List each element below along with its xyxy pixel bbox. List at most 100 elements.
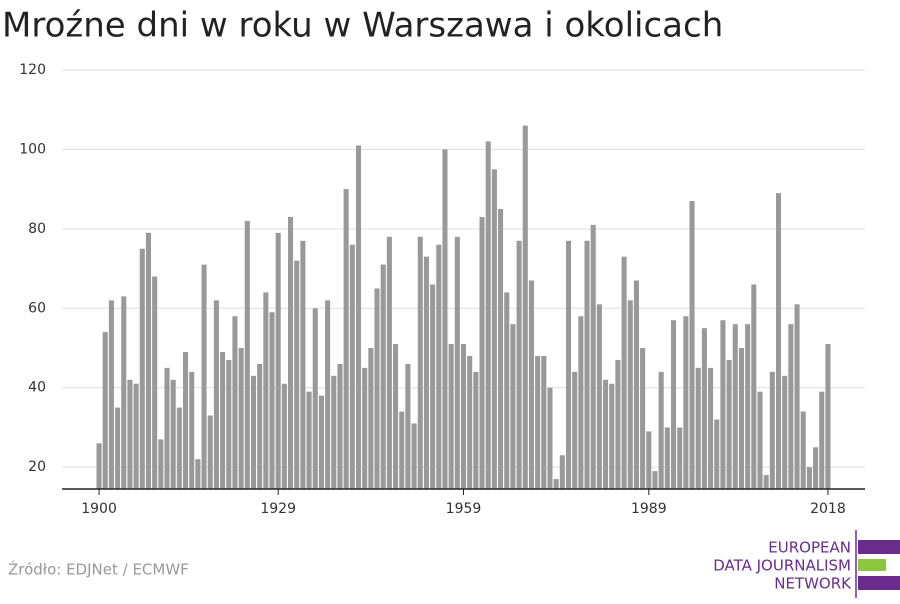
bar [380, 264, 386, 489]
bar [565, 240, 572, 489]
bar [121, 296, 127, 489]
bar [806, 467, 812, 489]
bar [386, 236, 392, 489]
bar [479, 216, 485, 489]
bar [596, 304, 602, 489]
bar [498, 209, 504, 489]
bar [102, 332, 108, 489]
bar [547, 387, 553, 489]
bar [813, 447, 819, 489]
bar [139, 248, 145, 489]
bar [362, 367, 368, 489]
bar [318, 395, 324, 489]
bar [491, 169, 497, 489]
logo-bar [858, 540, 900, 554]
bar [108, 300, 114, 489]
bar [207, 415, 213, 489]
bar [133, 383, 139, 489]
bar [794, 304, 800, 489]
y-tick-label: 20 [28, 459, 46, 475]
bar [615, 359, 621, 489]
x-tick-label: 1989 [631, 501, 667, 517]
bar [726, 359, 732, 489]
bar [417, 236, 423, 489]
bar [405, 363, 411, 489]
bar [257, 363, 263, 489]
bar [355, 145, 362, 489]
bar [541, 355, 547, 489]
bar [460, 344, 467, 489]
bar [96, 443, 102, 489]
logo-bar [858, 559, 886, 571]
bar [152, 276, 158, 489]
bar [127, 379, 133, 489]
bar [343, 189, 349, 490]
bar [775, 193, 782, 490]
bar [454, 236, 460, 489]
bar [633, 280, 639, 489]
bar [800, 411, 806, 489]
bar [115, 407, 121, 489]
bar [504, 292, 510, 489]
bar [399, 411, 405, 489]
bar [609, 383, 615, 489]
bar [393, 344, 399, 489]
bar [769, 371, 775, 489]
bar [627, 300, 633, 489]
bar [578, 316, 584, 489]
bar [714, 419, 720, 489]
bar [300, 240, 306, 489]
bar [176, 407, 182, 489]
bar [269, 312, 275, 489]
bar [448, 344, 454, 489]
bar [535, 355, 541, 489]
logo: EUROPEAN DATA JOURNALISM NETWORK [713, 530, 900, 598]
bar [701, 328, 707, 489]
chart-title: Mroźne dni w roku w Warszawa i okolicach [2, 6, 723, 46]
logo-text: EUROPEAN [768, 539, 851, 557]
bar [250, 375, 257, 489]
bar [281, 383, 287, 489]
bar [238, 348, 244, 489]
bar [664, 427, 670, 489]
bar [658, 371, 664, 489]
bar [603, 379, 609, 489]
bar [349, 244, 355, 489]
bar [485, 141, 491, 489]
bar [473, 371, 479, 489]
bar [288, 216, 294, 489]
bar [763, 475, 769, 489]
bar [467, 355, 473, 489]
bar [183, 351, 189, 489]
source: Źródło: EDJNet / ECMWF [8, 560, 189, 579]
bar [164, 367, 170, 489]
bar [213, 300, 219, 489]
bar [819, 391, 825, 489]
bar [510, 324, 516, 489]
bar [825, 344, 831, 489]
bar [732, 324, 738, 489]
bar [670, 320, 677, 489]
bar [232, 316, 238, 489]
bar [590, 224, 596, 489]
bar [436, 244, 442, 489]
bar [745, 324, 751, 489]
bar [325, 300, 331, 489]
bar [263, 292, 269, 489]
bar [720, 320, 726, 489]
bar [683, 316, 689, 489]
bar [646, 431, 652, 489]
bar [430, 284, 436, 489]
bar [195, 459, 201, 489]
bar [528, 280, 534, 489]
bar [158, 439, 164, 489]
bar [201, 264, 207, 489]
bar [522, 125, 528, 489]
x-tick-label: 1929 [260, 501, 296, 517]
x-tick-label: 2018 [810, 501, 846, 517]
bar [782, 375, 788, 489]
bar [368, 348, 374, 489]
bar [689, 201, 695, 489]
logo-text: NETWORK [774, 575, 852, 593]
